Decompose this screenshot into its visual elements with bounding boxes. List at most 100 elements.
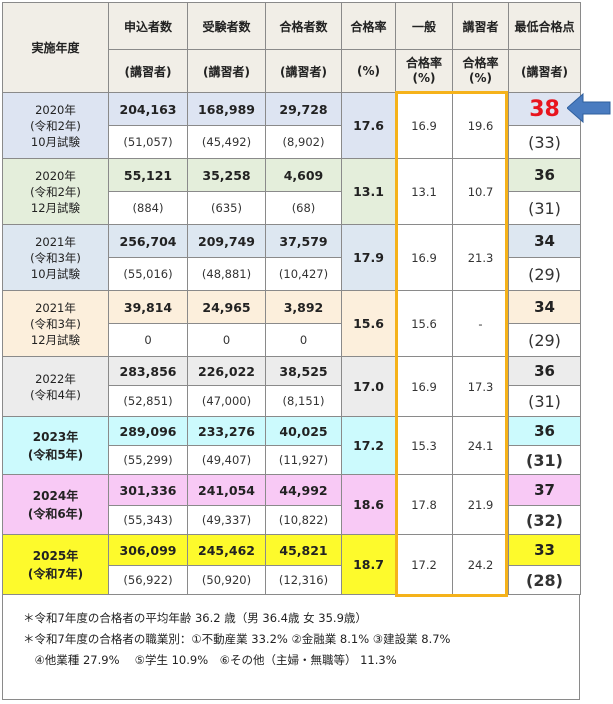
pass-rate-cell: 13.1 (341, 158, 396, 225)
general-rate-cell: 16.9 (395, 224, 453, 291)
pass-rate-cell: 17.2 (341, 416, 396, 475)
year-line: 12月試験 (30, 332, 81, 347)
lecture-rate-cell: 24.2 (452, 534, 509, 595)
min-score-lecture-cell: (29) (508, 257, 581, 291)
examinees-lecture-cell: (49,407) (187, 445, 266, 475)
examinees-cell: 24,965 (187, 290, 266, 324)
applicants-lecture-cell: (55,343) (108, 505, 188, 535)
examinees-cell: 35,258 (187, 158, 266, 192)
min-score-cell: 36 (508, 356, 581, 386)
applicants-lecture-cell: 0 (108, 323, 188, 357)
year-line: (令和7年) (27, 566, 84, 581)
year-cell: 2025年 (令和7年) (2, 534, 109, 595)
applicants-lecture-cell: (55,299) (108, 445, 188, 475)
left-arrow-icon (567, 92, 611, 124)
applicants-cell: 39,814 (108, 290, 188, 324)
passers-lecture-cell: (11,927) (265, 445, 342, 475)
year-cell: 2024年 (令和6年) (2, 474, 109, 535)
general-rate-cell: 13.1 (395, 158, 453, 225)
examinees-cell: 233,276 (187, 416, 266, 446)
table-row: 2023年 (令和5年) 289,096 233,276 40,025 17.2 15.3 2… (2, 416, 581, 475)
table-row: 2020年 (令和2年) 10月試験 204,163 168,989 29,728 17.6… (2, 92, 581, 159)
year-line: 10月試験 (30, 266, 81, 281)
passers-cell: 4,609 (265, 158, 342, 192)
passers-lecture-cell: (10,822) (265, 505, 342, 535)
pass-rate-cell: 17.6 (341, 92, 396, 159)
min-score-lecture-cell: (31) (508, 385, 581, 417)
examinees-cell: 168,989 (187, 92, 266, 126)
note-line: ＊令和7年度の合格者の平均年齢 36.2 歳（男 36.4歳 女 35.9歳） (23, 611, 367, 625)
year-line: 12月試験 (30, 200, 81, 215)
general-rate-cell: 16.9 (395, 356, 453, 417)
passers-lecture-cell: (68) (265, 191, 342, 225)
header-min-score: 最低合格点 (508, 2, 581, 50)
header-examinees: 受験者数 (187, 2, 266, 50)
header-examinees-sub: (講習者) (187, 49, 266, 93)
passers-cell: 38,525 (265, 356, 342, 386)
table-row: 2020年 (令和2年) 12月試験 55,121 35,258 4,609 13.1 13.… (2, 158, 581, 225)
min-score-cell: 34 (508, 224, 581, 258)
exam-results-table-container: 実施年度 申込者数 受験者数 合格者数 合格率 一般 講習者 最低合格点 (講習者) (講習者)(… (2, 2, 581, 700)
year-line: (令和4年) (30, 387, 81, 402)
year-line: 2020年 (35, 102, 76, 117)
general-rate-cell: 17.8 (395, 474, 453, 535)
passers-cell: 44,992 (265, 474, 342, 506)
header-row: 実施年度 申込者数 受験者数 合格者数 合格率 一般 講習者 最低合格点 (2, 2, 581, 93)
applicants-lecture-cell: (52,851) (108, 385, 188, 417)
year-cell: 2021年 (令和3年) 10月試験 (2, 224, 109, 291)
year-line: 2024年 (32, 488, 79, 503)
year-line: (令和2年) (30, 184, 81, 199)
pass-rate-cell: 17.0 (341, 356, 396, 417)
passers-lecture-cell: (12,316) (265, 565, 342, 595)
table-row: 2021年 (令和3年) 12月試験 39,814 24,965 3,892 15.6 15.… (2, 290, 581, 357)
table-row: 2025年 (令和7年) 306,099 245,462 45,821 18.7 17.2 2… (2, 534, 581, 595)
lecture-rate-cell: 19.6 (452, 92, 509, 159)
year-line: 10月試験 (30, 134, 81, 149)
year-line: (令和2年) (30, 118, 81, 133)
pass-rate-cell: 15.6 (341, 290, 396, 357)
examinees-lecture-cell: (635) (187, 191, 266, 225)
applicants-cell: 306,099 (108, 534, 188, 566)
table-row: 2022年 (令和4年) 283,856 226,022 38,525 17.0 16.9 1… (2, 356, 581, 417)
min-score-cell: 36 (508, 416, 581, 446)
passers-cell: 45,821 (265, 534, 342, 566)
lecture-rate-cell: 24.1 (452, 416, 509, 475)
table-row: 0 0 0 (29) (3, 323, 581, 357)
examinees-cell: 245,462 (187, 534, 266, 566)
header-row: (講習者) (講習者) (講習者) (%) 合格率 (%) 合格率 (%) (講習者) (3, 49, 581, 93)
year-line: 2020年 (35, 168, 76, 183)
pass-rate-cell: 18.6 (341, 474, 396, 535)
applicants-lecture-cell: (884) (108, 191, 188, 225)
min-score-lecture-cell: (29) (508, 323, 581, 357)
passers-cell: 37,579 (265, 224, 342, 258)
min-score-lecture-cell: (32) (508, 505, 581, 535)
year-cell: 2021年 (令和3年) 12月試験 (2, 290, 109, 357)
min-score-lecture-cell: (31) (508, 191, 581, 225)
header-general-sub: 合格率 (%) (395, 49, 453, 93)
year-line: 2021年 (35, 234, 76, 249)
passers-cell: 40,025 (265, 416, 342, 446)
applicants-cell: 301,336 (108, 474, 188, 506)
year-cell: 2020年 (令和2年) 10月試験 (2, 92, 109, 159)
passers-lecture-cell: (10,427) (265, 257, 342, 291)
examinees-cell: 226,022 (187, 356, 266, 386)
year-line: 2021年 (35, 300, 76, 315)
applicants-lecture-cell: (55,016) (108, 257, 188, 291)
year-line: (令和6年) (27, 506, 84, 521)
header-pass-rate: 合格率 (341, 2, 396, 50)
table-row: 2024年 (令和6年) 301,336 241,054 44,992 18.6 17.8 2… (2, 474, 581, 535)
year-line: 2025年 (32, 548, 79, 563)
examinees-lecture-cell: (45,492) (187, 125, 266, 159)
lecture-rate-cell: 10.7 (452, 158, 509, 225)
exam-results-table: 実施年度 申込者数 受験者数 合格者数 合格率 一般 講習者 最低合格点 (講習者) (講習者)(… (2, 2, 581, 595)
year-line: (令和5年) (27, 447, 84, 462)
general-rate-cell: 15.3 (395, 416, 453, 475)
examinees-lecture-cell: (50,920) (187, 565, 266, 595)
general-rate-cell: 17.2 (395, 534, 453, 595)
min-score-lecture-cell: (28) (508, 565, 581, 595)
year-cell: 2020年 (令和2年) 12月試験 (2, 158, 109, 225)
general-rate-cell: 16.9 (395, 92, 453, 159)
header-lecture-sub: 合格率 (%) (452, 49, 509, 93)
applicants-lecture-cell: (51,057) (108, 125, 188, 159)
note-line: ④他業種 27.9% ⑤学生 10.9% ⑥その他（主婦・無職等） 11.3% (23, 653, 397, 667)
